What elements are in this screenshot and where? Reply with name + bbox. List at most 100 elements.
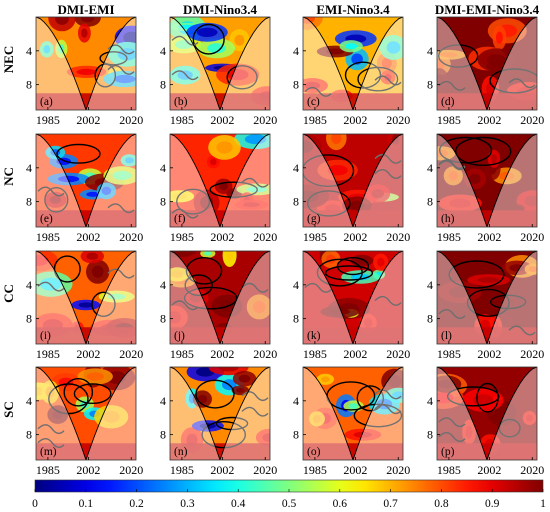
x-tick-label: 1985 — [36, 463, 60, 477]
grey-contour — [508, 325, 536, 336]
coherence-field — [170, 17, 270, 110]
coi-boundary — [303, 134, 403, 227]
y-tick-label: 4 — [293, 394, 299, 408]
wavelet-panel: 4 8 1985 2002 2020 (a) — [26, 16, 143, 127]
wavelet-panel: 4 8 1985 2002 2020 (f) — [160, 133, 277, 244]
x-tick-label: 2020 — [119, 463, 143, 477]
significance-contour — [192, 23, 225, 55]
coi-boundary — [36, 17, 136, 110]
significance-contour — [455, 136, 512, 166]
y-tick-label: 8 — [26, 78, 32, 92]
column-header: DMI-EMI-Nino3.4 — [435, 2, 540, 17]
significance-contour — [91, 291, 116, 317]
grey-contour — [508, 78, 536, 89]
panel-frame — [436, 250, 538, 345]
significance-contour — [215, 416, 249, 431]
coherence-field — [303, 134, 403, 227]
row-header: NEC — [1, 46, 16, 73]
grey-contour — [171, 208, 199, 219]
y-tick-label: 8 — [26, 312, 32, 326]
significance-contour — [195, 379, 235, 409]
panel-label: (p) — [441, 446, 455, 458]
panel-label: (j) — [174, 330, 185, 342]
x-tick-label: 2002 — [210, 113, 234, 127]
significance-contour — [438, 44, 479, 68]
panel-frame — [302, 250, 404, 345]
grey-contour — [374, 169, 402, 179]
significance-contour — [324, 265, 374, 281]
coi-boundary — [36, 251, 136, 344]
x-tick-label: 2002 — [210, 347, 234, 361]
x-tick-label: 1985 — [437, 347, 461, 361]
wavelet-panel: 4 8 1985 2002 2020 (p) — [427, 366, 544, 477]
coi-boundary — [437, 367, 537, 460]
x-tick-label: 2020 — [520, 230, 544, 244]
y-tick-label: 4 — [293, 44, 299, 58]
panel-label: (l) — [441, 330, 452, 342]
significance-contour — [336, 257, 370, 276]
colorbar-tick-label: 0.1 — [79, 498, 94, 510]
y-tick-label: 8 — [160, 428, 166, 442]
grey-contour — [241, 282, 269, 293]
x-tick-label: 1985 — [170, 463, 194, 477]
significance-contour — [184, 274, 213, 297]
y-tick-label: 8 — [160, 312, 166, 326]
x-tick-label: 2020 — [253, 463, 277, 477]
wavelet-panel: 4 8 1985 2002 2020 (c) — [293, 16, 410, 127]
grey-contour — [37, 424, 65, 435]
panel-frame — [35, 366, 137, 461]
significance-contour — [306, 190, 351, 217]
significance-contour — [201, 420, 246, 449]
x-tick-label: 1985 — [303, 463, 327, 477]
x-tick-label: 1985 — [437, 230, 461, 244]
significance-contour — [303, 154, 355, 187]
x-tick-label: 2020 — [386, 230, 410, 244]
coi-boundary — [303, 17, 403, 110]
panel-frame — [35, 16, 137, 111]
colorbar-tick-label: 0.3 — [180, 498, 195, 510]
y-tick-label: 8 — [160, 78, 166, 92]
x-tick-label: 2020 — [386, 347, 410, 361]
wavelet-panel: 4 8 1985 2002 2020 (i) — [26, 250, 143, 361]
colorbar-tick-label: 0.5 — [282, 498, 297, 510]
coi-boundary — [36, 134, 136, 227]
grey-contour — [107, 203, 135, 214]
wavelet-panel: 4 8 1985 2002 2020 (l) — [427, 250, 544, 361]
y-tick-label: 4 — [26, 161, 32, 175]
x-tick-label: 1985 — [36, 230, 60, 244]
x-tick-label: 1985 — [303, 113, 327, 127]
significance-contour — [53, 255, 81, 283]
significance-contour — [498, 418, 521, 438]
significance-contour — [466, 288, 510, 317]
panel-label: (k) — [307, 330, 321, 342]
x-tick-label: 1985 — [303, 347, 327, 361]
x-tick-label: 1985 — [170, 230, 194, 244]
x-tick-label: 2020 — [386, 463, 410, 477]
grey-contour — [374, 75, 402, 86]
grey-contour — [171, 300, 199, 311]
y-tick-label: 8 — [427, 78, 433, 92]
x-tick-label: 2002 — [76, 113, 100, 127]
grey-contour — [438, 160, 466, 171]
grey-contour — [171, 35, 199, 46]
coi-boundary — [170, 251, 270, 344]
coi-boundary — [170, 134, 270, 227]
x-tick-label: 2020 — [253, 113, 277, 127]
x-tick-label: 2002 — [477, 463, 501, 477]
significance-contour — [353, 403, 403, 428]
grey-contour — [107, 268, 135, 279]
colorbar-tick-label: 0.4 — [231, 498, 246, 510]
coi-boundary — [303, 367, 403, 460]
grey-contour — [241, 177, 269, 188]
panel-frame — [169, 133, 271, 228]
x-tick-label: 2002 — [210, 230, 234, 244]
y-tick-label: 4 — [427, 278, 433, 292]
wavelet-panel: 4 8 1985 2002 2020 (b) — [160, 16, 277, 127]
wavelet-panel: 4 8 1985 2002 2020 (n) — [160, 366, 277, 477]
y-tick-label: 8 — [26, 195, 32, 209]
x-tick-label: 2002 — [477, 230, 501, 244]
x-tick-label: 2020 — [520, 463, 544, 477]
x-tick-label: 2002 — [76, 463, 100, 477]
x-tick-label: 2020 — [119, 347, 143, 361]
grey-contour — [438, 309, 466, 319]
